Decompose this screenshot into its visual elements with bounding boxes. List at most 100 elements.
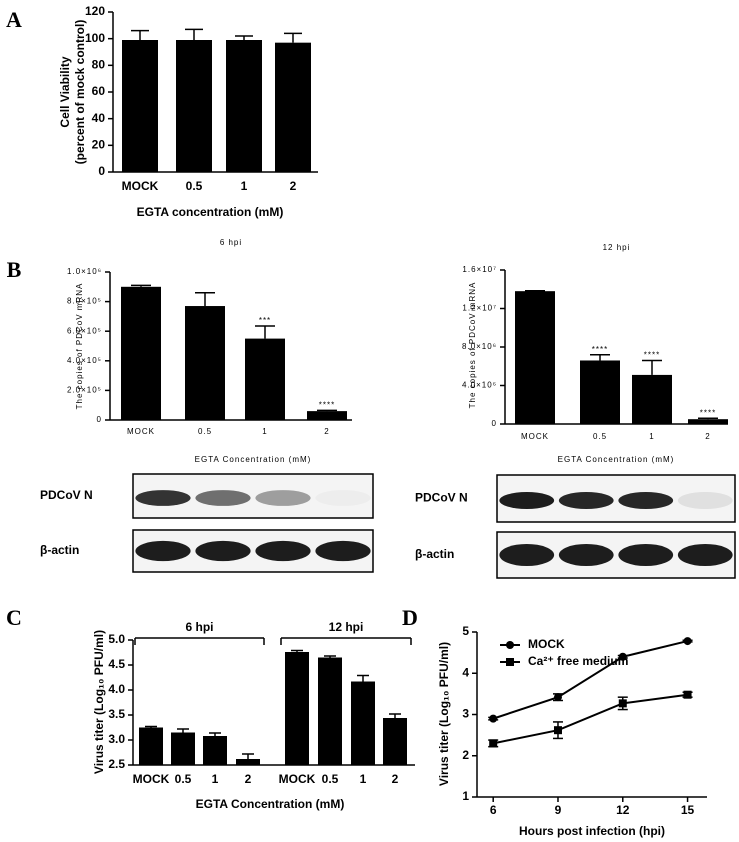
blot-band bbox=[255, 490, 311, 506]
legend-marker bbox=[506, 641, 514, 649]
y-tick-label: 2.5 bbox=[108, 757, 125, 771]
point bbox=[489, 739, 498, 748]
bar bbox=[275, 42, 311, 172]
blot-row-label: PDCoV N bbox=[40, 488, 93, 502]
blot-row-label: PDCoV N bbox=[415, 491, 468, 505]
point bbox=[618, 699, 627, 708]
x-tick-label: 12 bbox=[616, 803, 630, 817]
series-line bbox=[492, 640, 688, 720]
y-tick-label: 120 bbox=[85, 4, 105, 18]
chart-title: 12 hpi bbox=[603, 243, 631, 252]
point bbox=[489, 714, 498, 723]
y-tick-label: 3 bbox=[462, 707, 469, 721]
blot-band bbox=[255, 540, 311, 562]
bar bbox=[185, 306, 225, 420]
point bbox=[618, 652, 627, 661]
blot-band bbox=[195, 490, 251, 506]
x-tick-label: 1 bbox=[262, 427, 267, 436]
point bbox=[553, 693, 562, 702]
x-tick-label: 0.5 bbox=[175, 772, 192, 786]
y-tick-label: 2 bbox=[462, 748, 469, 762]
y-axis-label: Cell Viability bbox=[58, 56, 72, 127]
y-tick-label: 100 bbox=[85, 31, 105, 45]
y-tick-label: 1.2×10⁷ bbox=[462, 304, 497, 313]
blot-band bbox=[135, 490, 191, 506]
significance-label: **** bbox=[700, 408, 716, 417]
bar bbox=[688, 419, 728, 424]
x-tick-label: 6 bbox=[490, 803, 497, 817]
y-tick-label: 1.6×10⁷ bbox=[462, 265, 497, 274]
y-tick-label: 60 bbox=[92, 84, 106, 98]
group-label: 6 hpi bbox=[185, 620, 213, 634]
x-tick-label: MOCK bbox=[127, 427, 155, 436]
series-line bbox=[492, 693, 688, 745]
x-tick-label: MOCK bbox=[122, 179, 159, 193]
significance-label: *** bbox=[259, 316, 271, 325]
legend-label: MOCK bbox=[528, 637, 565, 651]
bar bbox=[203, 736, 227, 765]
y-axis-label: Virus titer (Log₁₀ PFU/ml) bbox=[92, 630, 106, 774]
y-tick-label: 2.0×10⁵ bbox=[67, 386, 102, 395]
y-tick-label: 4.0×10⁵ bbox=[67, 356, 102, 365]
point bbox=[683, 637, 692, 646]
panel-label: A bbox=[6, 7, 22, 32]
legend-label: Ca²⁺ free medium bbox=[528, 654, 628, 668]
chart-title: 6 hpi bbox=[220, 238, 242, 247]
blot-band bbox=[677, 543, 733, 567]
blot-title: EGTA Concentration (mM) bbox=[558, 455, 675, 464]
bar bbox=[176, 40, 212, 172]
blot-band bbox=[315, 540, 371, 562]
x-tick-label: MOCK bbox=[521, 432, 549, 441]
bar bbox=[122, 40, 158, 172]
bar bbox=[226, 40, 262, 172]
point bbox=[553, 726, 562, 735]
x-tick-label: 15 bbox=[681, 803, 695, 817]
x-axis-label: Hours post infection (hpi) bbox=[519, 824, 665, 838]
significance-label: **** bbox=[319, 400, 335, 409]
x-tick-label: MOCK bbox=[133, 772, 170, 786]
x-tick-label: MOCK bbox=[279, 772, 316, 786]
panel-label: B bbox=[7, 257, 22, 282]
y-tick-label: 3.0 bbox=[108, 732, 125, 746]
blot-band bbox=[499, 492, 555, 509]
y-tick-label: 3.5 bbox=[108, 707, 125, 721]
x-tick-label: 2 bbox=[392, 772, 399, 786]
blot-row-label: β-actin bbox=[40, 543, 79, 557]
legend-marker bbox=[506, 658, 514, 666]
y-tick-label: 1 bbox=[462, 789, 469, 803]
bar bbox=[285, 652, 309, 765]
bar bbox=[307, 411, 347, 420]
blot-band bbox=[618, 492, 674, 509]
x-tick-label: 9 bbox=[555, 803, 562, 817]
point bbox=[683, 690, 692, 699]
y-tick-label: 8.0×10⁵ bbox=[67, 297, 102, 306]
y-axis-label: (percent of mock control) bbox=[73, 20, 87, 165]
blot-band bbox=[315, 490, 370, 506]
x-tick-label: 1 bbox=[649, 432, 654, 441]
y-axis-label: The copies of PDCoV mRNA bbox=[75, 283, 84, 410]
panel-label: C bbox=[6, 605, 22, 630]
y-tick-label: 4.0×10⁶ bbox=[462, 381, 497, 390]
blot-band bbox=[135, 540, 191, 562]
significance-label: **** bbox=[592, 345, 608, 354]
bar bbox=[383, 718, 407, 765]
blot-band bbox=[618, 543, 674, 567]
blot-band bbox=[499, 543, 555, 567]
blot-band bbox=[558, 543, 614, 567]
x-tick-label: 2 bbox=[324, 427, 329, 436]
y-tick-label: 4.0 bbox=[108, 682, 125, 696]
x-tick-label: 0.5 bbox=[198, 427, 212, 436]
x-tick-label: 2 bbox=[245, 772, 252, 786]
blot-title: EGTA Concentration (mM) bbox=[195, 455, 312, 464]
y-tick-label: 6.0×10⁵ bbox=[67, 326, 102, 335]
y-axis-label: The copies of PDCoV mRNA bbox=[468, 282, 477, 409]
x-tick-label: 0.5 bbox=[593, 432, 607, 441]
y-axis-label: Virus titer (Log₁₀ PFU/ml) bbox=[437, 642, 451, 786]
x-tick-label: 2 bbox=[290, 179, 297, 193]
bar bbox=[121, 286, 161, 420]
bar bbox=[236, 759, 260, 765]
x-tick-label: 1 bbox=[241, 179, 248, 193]
y-tick-label: 0 bbox=[98, 164, 105, 178]
bar bbox=[580, 360, 620, 424]
